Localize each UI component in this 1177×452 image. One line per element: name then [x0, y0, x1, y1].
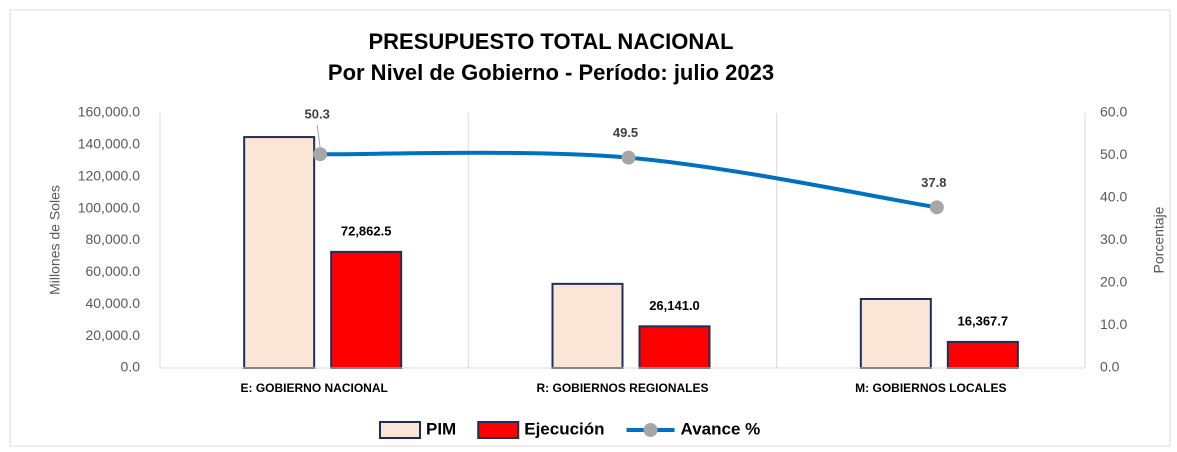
y-axis-title: Millones de Soles [47, 185, 63, 295]
bar [946, 340, 1019, 369]
y-tick-label: 0.0 [121, 359, 141, 375]
y-tick-label: 100,000.0 [78, 199, 140, 215]
y2-tick-label: 60.0 [1100, 104, 1127, 120]
data-label: 26,141.0 [649, 298, 700, 313]
y2-axis-title: Porcentaje [1151, 206, 1167, 273]
y-tick-label: 20,000.0 [86, 327, 141, 343]
y2-tick-label: 30.0 [1100, 231, 1127, 247]
y2-tick-label: 40.0 [1100, 189, 1127, 205]
chart-subtitle: Por Nivel de Gobierno - Período: julio 2… [328, 60, 774, 85]
y2-tick-label: 20.0 [1100, 274, 1127, 290]
y-tick-label: 140,000.0 [78, 136, 140, 152]
data-label: 50.3 [305, 106, 330, 121]
legend-label: Avance % [681, 419, 761, 438]
x-tick-label: M: GOBIERNOS LOCALES [855, 381, 1006, 395]
legend-label: PIM [426, 419, 456, 438]
legend-swatch [477, 421, 520, 439]
legend-label: Ejecución [524, 419, 604, 438]
x-tick-label: R: GOBIERNOS REGIONALES [536, 381, 708, 395]
line-marker [313, 147, 328, 162]
y2-tick-label: 50.0 [1100, 146, 1127, 162]
bar [859, 297, 932, 370]
leader-line [316, 124, 321, 149]
x-tick-label: E: GOBIERNO NACIONAL [240, 381, 387, 395]
data-label: 37.8 [921, 175, 946, 190]
y-tick-label: 120,000.0 [78, 167, 140, 183]
bar [330, 250, 403, 370]
chart-frame [9, 9, 1171, 447]
y-tick-label: 160,000.0 [78, 104, 140, 120]
line-marker [621, 150, 636, 165]
y2-tick-label: 0.0 [1100, 359, 1120, 375]
data-label: 16,367.7 [958, 313, 1009, 328]
chart-title: PRESUPUESTO TOTAL NACIONAL [368, 29, 733, 54]
y-tick-label: 60,000.0 [86, 263, 141, 279]
y-tick-label: 80,000.0 [86, 231, 141, 247]
y-tick-label: 40,000.0 [86, 295, 141, 311]
legend-swatch [379, 421, 421, 439]
legend-swatch [643, 423, 658, 437]
line-marker [929, 200, 944, 215]
y2-tick-label: 10.0 [1100, 316, 1127, 332]
bar [551, 282, 624, 370]
data-label: 72,862.5 [341, 223, 392, 238]
bar [243, 136, 316, 369]
data-label: 49.5 [613, 125, 638, 140]
bar [638, 325, 711, 369]
